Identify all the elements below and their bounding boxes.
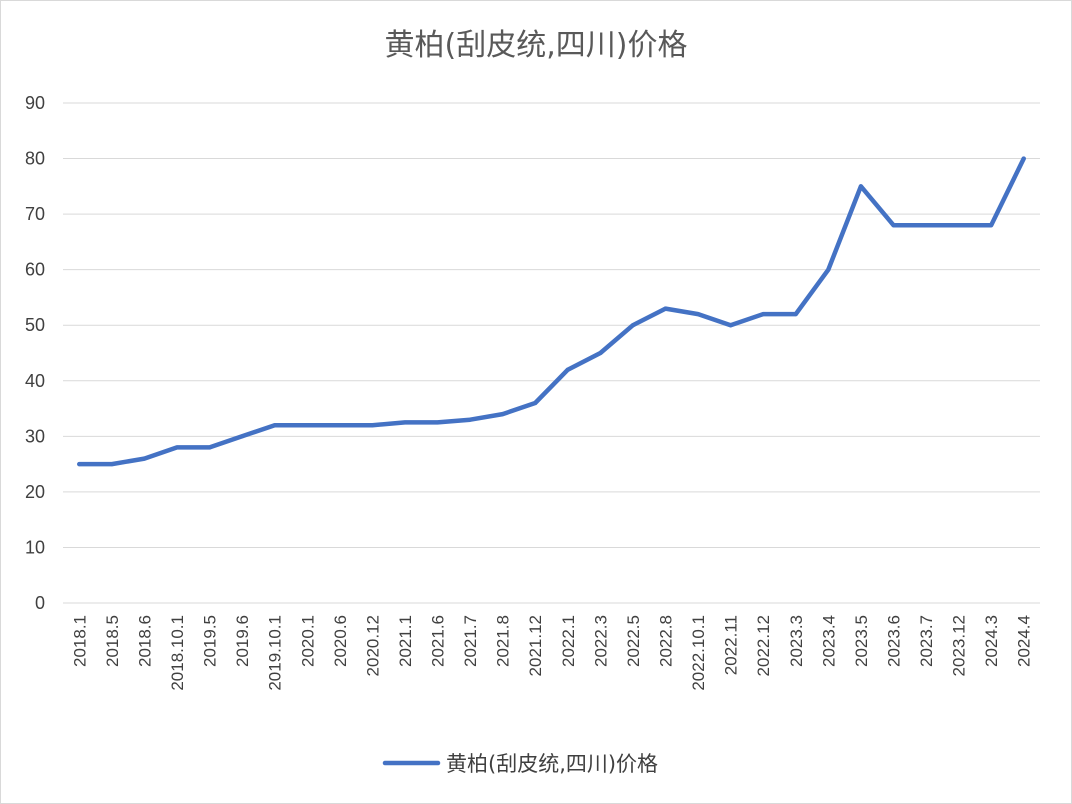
data-point [370,423,375,428]
x-tick-label: 2023.4 [819,615,838,667]
data-point [989,223,994,228]
data-point [891,223,896,228]
data-point [500,412,505,417]
data-point [598,351,603,355]
x-tick-label: 2021.7 [461,615,480,667]
data-point [1021,156,1026,161]
x-tick-label: 2022.8 [656,615,675,667]
x-tick-label: 2020.12 [363,615,382,676]
x-tick-label: 2020.1 [298,615,317,667]
y-tick-label: 90 [25,93,45,113]
gridlines [63,102,1040,604]
x-tick-label: 2022.12 [754,615,773,676]
x-tick-label: 2024.4 [1015,615,1034,667]
legend-label: 黄柏(刮皮统,四川)价格 [446,752,658,776]
x-tick-label: 2023.5 [852,615,871,667]
x-tick-label: 2023.7 [917,615,936,667]
y-tick-label: 20 [25,482,45,502]
x-tick-label: 2018.1 [70,615,89,667]
data-point [533,401,538,405]
data-point [402,420,407,425]
data-point [337,423,342,428]
x-tick-label: 2018.6 [135,615,154,667]
x-tick-label: 2022.1 [559,615,578,667]
chart-title: 黄柏(刮皮统,四川)价格 [385,28,688,63]
data-point [761,312,766,317]
x-tick-label: 2021.6 [429,615,448,667]
y-axis-tick-labels: 0 10 20 30 40 50 60 70 80 90 [25,93,45,613]
data-point [272,423,277,428]
data-point [924,223,929,228]
data-point [142,456,147,461]
y-tick-label: 10 [25,537,45,557]
data-point [826,267,831,272]
x-axis-tick-labels: 2018.1 2018.5 2018.6 2018.10.1 2019.5 2019.6 2… [70,615,1033,691]
x-tick-label: 2023.12 [950,615,969,676]
x-tick-label: 2022.5 [624,615,643,667]
data-point [793,312,798,317]
data-point [858,184,863,189]
x-tick-label: 2018.5 [103,615,122,667]
x-tick-label: 2021.1 [396,615,415,667]
y-tick-label: 0 [35,593,45,613]
x-tick-label: 2021.8 [494,615,513,667]
data-point [956,223,961,228]
data-point [630,323,635,328]
legend: 黄柏(刮皮统,四川)价格 [382,752,658,776]
y-tick-label: 40 [25,371,45,391]
data-point [109,462,114,467]
x-tick-label: 2022.11 [722,615,741,675]
data-point [728,323,733,328]
series-line-0 [77,156,1026,467]
data-point [565,367,570,372]
y-tick-label: 80 [25,149,45,169]
x-tick-label: 2019.10.1 [266,615,285,691]
data-point [207,445,212,450]
y-tick-label: 50 [25,315,45,335]
data-point [174,445,179,450]
x-tick-label: 2023.6 [884,615,903,667]
data-point [468,417,473,422]
x-tick-label: 2022.3 [591,615,610,667]
x-tick-label: 2019.6 [233,615,252,667]
data-point [435,420,440,425]
x-tick-label: 2019.5 [201,615,220,667]
series-layer [77,156,1026,467]
y-tick-label: 70 [25,204,45,224]
x-tick-label: 2018.10.1 [168,615,187,691]
y-tick-label: 30 [25,426,45,446]
x-tick-label: 2022.10.1 [689,615,708,691]
y-tick-label: 60 [25,260,45,280]
data-point [77,462,82,467]
x-tick-label: 2020.6 [331,615,350,667]
x-tick-label: 2021.12 [526,615,545,676]
x-tick-label: 2024.3 [982,615,1001,667]
data-point [240,434,245,439]
data-point [305,423,310,428]
data-point [696,312,701,317]
x-tick-label: 2023.3 [787,615,806,667]
data-point [663,306,668,311]
